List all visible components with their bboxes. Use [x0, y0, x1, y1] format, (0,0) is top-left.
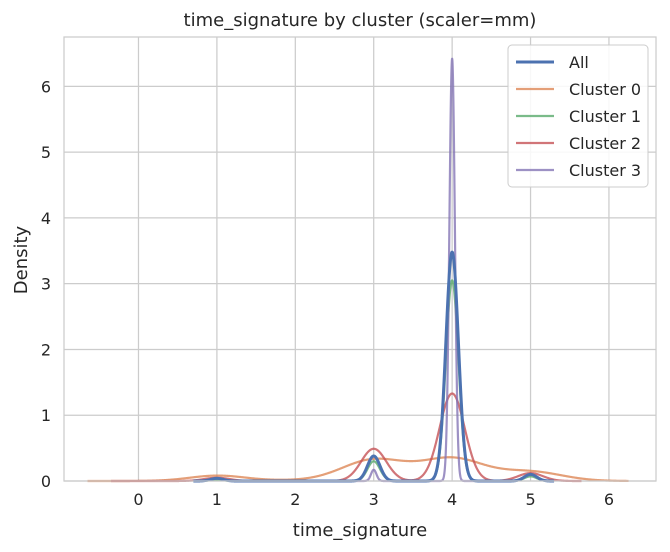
- x-tick-label: 2: [290, 490, 300, 509]
- y-tick-label: 5: [41, 143, 51, 162]
- y-tick-label: 6: [41, 77, 51, 96]
- x-tick-label: 0: [133, 490, 143, 509]
- x-tick-label: 3: [369, 490, 379, 509]
- x-tick-labels: 0 1 2 3 4 5 6: [133, 490, 614, 509]
- y-tick-label: 1: [41, 406, 51, 425]
- legend-label: All: [569, 53, 589, 72]
- x-axis-label: time_signature: [293, 520, 427, 541]
- chart-title: time_signature by cluster (scaler=mm): [184, 10, 537, 31]
- y-tick-label: 3: [41, 275, 51, 294]
- plot-frame: [63, 36, 657, 482]
- legend-label: Cluster 2: [569, 134, 641, 153]
- x-tick-label: 6: [604, 490, 614, 509]
- x-tick-label: 1: [212, 490, 222, 509]
- legend-box: [507, 44, 649, 188]
- x-tick-label: 4: [447, 490, 457, 509]
- x-tick-label: 5: [525, 490, 535, 509]
- y-tick-label: 0: [41, 472, 51, 491]
- y-tick-labels: 0 1 2 3 4 5 6: [41, 77, 51, 491]
- y-axis-label: Density: [11, 225, 32, 294]
- series-line-cluster-0: [86, 456, 630, 483]
- legend: All Cluster 0 Cluster 1 Cluster 2 Cluster 3: [507, 44, 649, 188]
- y-tick-label: 4: [41, 209, 51, 228]
- y-tick-label: 2: [41, 340, 51, 359]
- legend-label: Cluster 0: [569, 80, 641, 99]
- legend-label: Cluster 3: [569, 161, 641, 180]
- legend-label: Cluster 1: [569, 107, 641, 126]
